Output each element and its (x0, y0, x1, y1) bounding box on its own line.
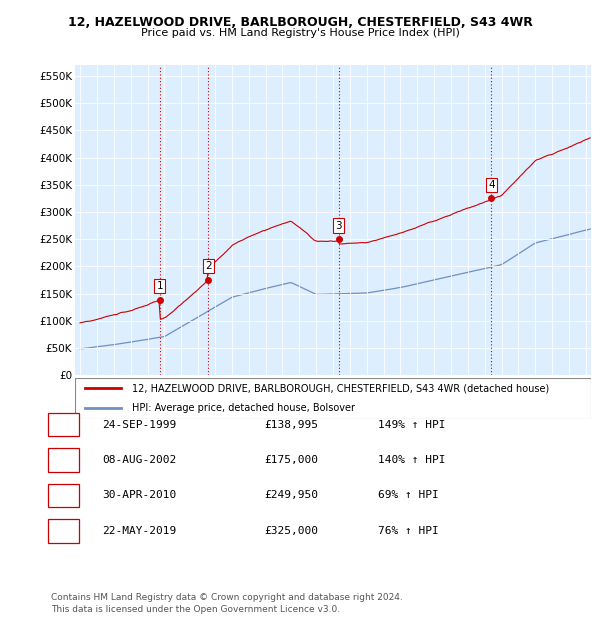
Text: Contains HM Land Registry data © Crown copyright and database right 2024.
This d: Contains HM Land Registry data © Crown c… (51, 593, 403, 614)
Text: £249,950: £249,950 (264, 490, 318, 500)
Text: 30-APR-2010: 30-APR-2010 (102, 490, 176, 500)
Text: 149% ↑ HPI: 149% ↑ HPI (378, 420, 445, 430)
Text: £138,995: £138,995 (264, 420, 318, 430)
Text: 3: 3 (60, 490, 67, 500)
Text: £175,000: £175,000 (264, 455, 318, 465)
Text: 12, HAZELWOOD DRIVE, BARLBOROUGH, CHESTERFIELD, S43 4WR: 12, HAZELWOOD DRIVE, BARLBOROUGH, CHESTE… (68, 16, 532, 29)
Text: HPI: Average price, detached house, Bolsover: HPI: Average price, detached house, Bols… (132, 404, 355, 414)
Text: 4: 4 (488, 180, 494, 190)
Text: 24-SEP-1999: 24-SEP-1999 (102, 420, 176, 430)
Text: 2: 2 (60, 455, 67, 465)
Text: 3: 3 (335, 221, 342, 231)
Text: 76% ↑ HPI: 76% ↑ HPI (378, 526, 439, 536)
Text: 1: 1 (60, 420, 67, 430)
Text: 4: 4 (60, 526, 67, 536)
Text: 22-MAY-2019: 22-MAY-2019 (102, 526, 176, 536)
Text: Price paid vs. HM Land Registry's House Price Index (HPI): Price paid vs. HM Land Registry's House … (140, 28, 460, 38)
Text: 69% ↑ HPI: 69% ↑ HPI (378, 490, 439, 500)
Text: £325,000: £325,000 (264, 526, 318, 536)
Text: 12, HAZELWOOD DRIVE, BARLBOROUGH, CHESTERFIELD, S43 4WR (detached house): 12, HAZELWOOD DRIVE, BARLBOROUGH, CHESTE… (132, 383, 549, 393)
Text: 1: 1 (157, 281, 163, 291)
Text: 08-AUG-2002: 08-AUG-2002 (102, 455, 176, 465)
Text: 2: 2 (205, 261, 212, 272)
Text: 140% ↑ HPI: 140% ↑ HPI (378, 455, 445, 465)
